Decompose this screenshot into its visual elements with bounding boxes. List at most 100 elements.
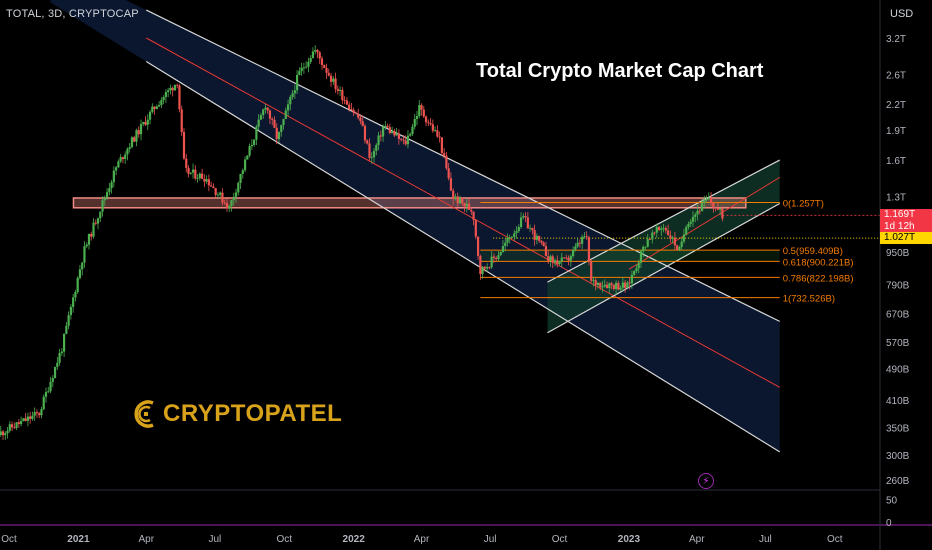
candle-body <box>216 194 220 196</box>
candle-body <box>648 239 652 240</box>
descending-channel-upper <box>146 9 780 322</box>
candle-body <box>119 157 122 162</box>
candle-body <box>153 106 156 109</box>
candle-body <box>282 119 285 125</box>
candle-body <box>531 228 534 231</box>
candle-body <box>167 90 170 93</box>
candle-body <box>391 131 394 134</box>
candle-body <box>612 284 615 289</box>
candle-body <box>388 127 391 134</box>
candle-body <box>456 196 459 204</box>
candle-body <box>590 261 593 281</box>
candle-body <box>115 167 118 171</box>
candle-body <box>309 58 312 62</box>
candle-body <box>680 241 683 248</box>
candle-body <box>24 418 27 421</box>
candle-body <box>429 123 432 125</box>
candle-body <box>296 74 299 91</box>
candle-body <box>20 421 23 425</box>
candle-body <box>221 192 224 203</box>
candle-body <box>345 100 348 105</box>
candle-body <box>431 124 434 131</box>
candle-body <box>72 297 75 307</box>
price-tag: 1.169T <box>880 209 932 222</box>
candle-body <box>51 377 54 382</box>
candle-body <box>105 192 109 198</box>
candle-body <box>336 88 339 91</box>
candle-body <box>653 232 656 234</box>
candle-body <box>436 130 439 137</box>
candle-body <box>230 200 233 206</box>
candle-body <box>447 168 450 179</box>
y-tick-label: 410B <box>886 396 910 407</box>
candle-body <box>108 188 111 193</box>
candle-body <box>637 262 640 269</box>
candle-body <box>628 282 631 284</box>
ascending-channel-fill <box>547 160 780 333</box>
candle-body <box>467 203 471 210</box>
candle-body <box>180 109 183 133</box>
candle-body <box>576 242 579 247</box>
chart-title: Total Crypto Market Cap Chart <box>476 60 764 82</box>
candle-body <box>35 412 39 414</box>
candle-body <box>117 161 120 168</box>
y-tick-label: 2.2T <box>886 100 906 111</box>
candle-body <box>219 192 222 195</box>
candle-body <box>40 409 43 416</box>
candle-body <box>461 197 464 204</box>
candle-body <box>10 424 14 428</box>
candle-body <box>402 139 405 141</box>
candle-body <box>719 208 722 210</box>
candle-body <box>146 119 149 125</box>
candle-body <box>243 159 247 171</box>
candle-body <box>151 106 154 112</box>
symbol-label[interactable]: TOTAL, 3D, CRYPTOCAP <box>6 8 139 20</box>
candle-body <box>250 144 253 147</box>
candle-body <box>101 200 104 212</box>
lightning-icon[interactable]: ⚡ <box>698 473 714 489</box>
candle-body <box>178 85 181 110</box>
candle-body <box>381 126 385 137</box>
candle-body <box>225 203 229 209</box>
candle-body <box>608 283 611 289</box>
candle-body <box>275 127 278 140</box>
candle-body <box>476 236 480 256</box>
currency-label[interactable]: USD <box>890 8 914 20</box>
candle-body <box>128 147 131 149</box>
candle-body <box>332 78 335 82</box>
candle-body <box>323 64 326 69</box>
candle-body <box>341 89 344 101</box>
y-tick-label: 670B <box>886 309 910 320</box>
x-tick-label: Jul <box>484 534 497 545</box>
candle-body <box>506 238 509 243</box>
y-tick-label: 1.6T <box>886 156 906 167</box>
candle-body <box>318 52 321 59</box>
candle-body <box>121 157 125 160</box>
candle-body <box>524 216 527 218</box>
x-tick-label: Jul <box>759 534 772 545</box>
y-tick-label: 490B <box>886 364 910 375</box>
candle-body <box>678 247 681 250</box>
candle-body <box>377 135 380 145</box>
candle-body <box>667 230 670 236</box>
candle-body <box>687 223 690 228</box>
candle-body <box>194 169 197 179</box>
candle-body <box>542 242 545 246</box>
candle-body <box>486 266 489 269</box>
candle-body <box>4 433 7 436</box>
candle-body <box>452 190 455 199</box>
candle-body <box>538 235 541 241</box>
candle-body <box>189 172 192 174</box>
candle-body <box>259 115 263 120</box>
candle-body <box>164 92 167 98</box>
candle-body <box>651 232 654 240</box>
candle-body <box>603 284 606 287</box>
candle-body <box>685 227 688 235</box>
candle-body <box>592 280 595 281</box>
candle-body <box>619 287 622 290</box>
candle-body <box>15 422 18 429</box>
candle-body <box>513 233 516 237</box>
candle-body <box>709 197 713 203</box>
